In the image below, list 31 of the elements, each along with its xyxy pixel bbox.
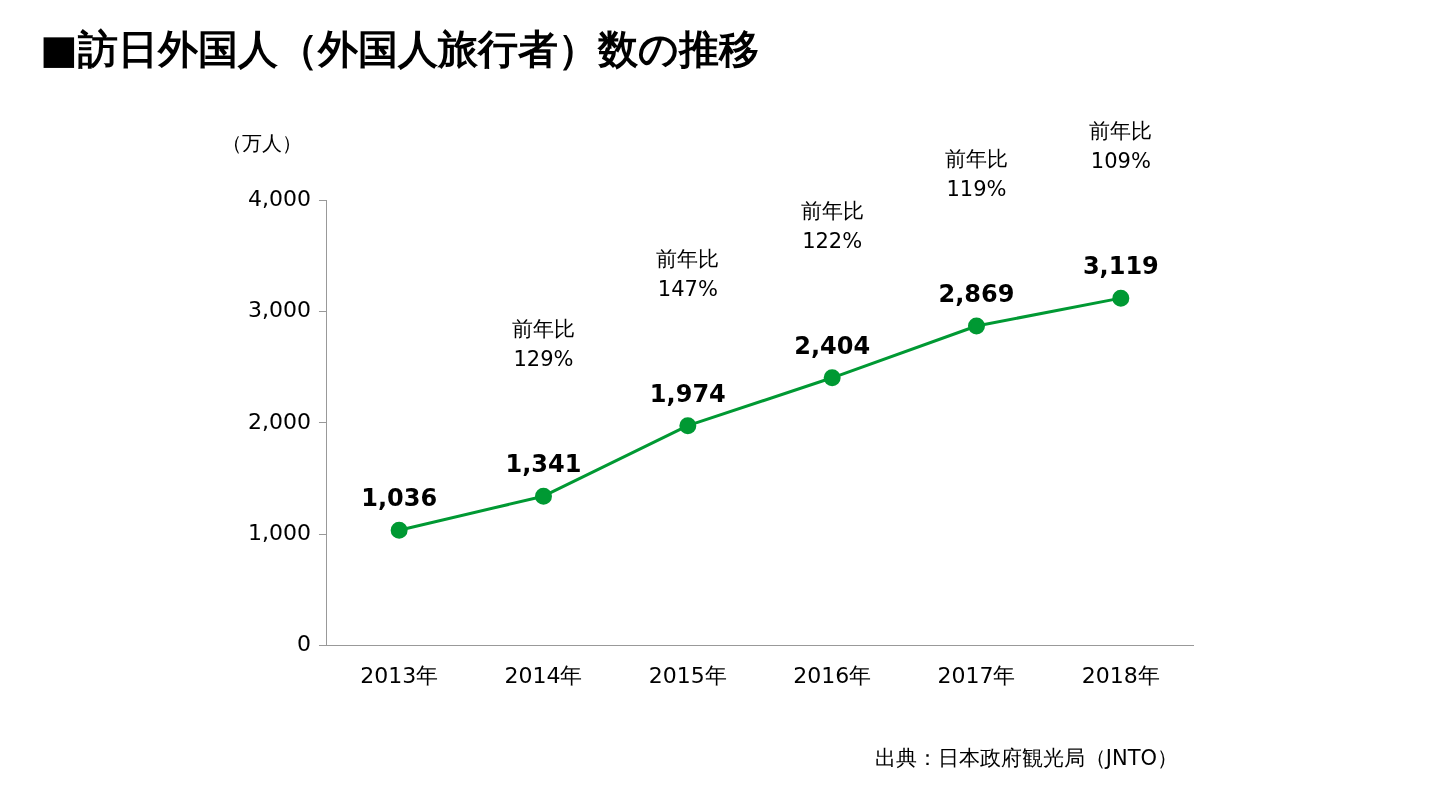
y-tick-label: 3,000: [248, 297, 311, 323]
annotation: 前年比 147%: [656, 246, 720, 301]
point: [1112, 289, 1130, 307]
text: 3,119: [1082, 252, 1159, 281]
annotation: 前年比 119%: [945, 146, 1008, 201]
x-tick-label: 2018年: [1081, 662, 1160, 688]
text: 1,341: [505, 450, 582, 479]
x-tick-label: 2015年: [648, 662, 727, 688]
x-tick-label: 2016年: [793, 662, 872, 688]
y-tick-label: 1,000: [248, 519, 311, 545]
text: 2,404: [794, 332, 871, 361]
text: 前年比 109%: [1089, 119, 1153, 174]
y-tick-label: 2,000: [248, 408, 311, 434]
annotation: 前年比 129%: [511, 317, 575, 372]
point: [968, 317, 985, 335]
text: 2,869: [938, 280, 1015, 309]
y-tick-label: 0: [296, 631, 311, 657]
point: [823, 369, 841, 387]
chart-title: ■訪日外国人（外国人旅行者）数の推移: [40, 25, 759, 74]
point: [534, 487, 552, 505]
x-tick-label: 2017年: [937, 662, 1016, 688]
point: [679, 417, 697, 435]
text: 1,974: [649, 379, 726, 408]
y-axis-title: （万人）: [221, 131, 302, 156]
source-note: 出典：日本政府観光局（JNTO）: [874, 745, 1178, 770]
x-tick-label: 2014年: [504, 662, 583, 688]
x-tick-label: 2013年: [360, 662, 439, 688]
text: 1,036: [361, 484, 438, 513]
annotation: 前年比 122%: [800, 198, 864, 253]
y-tick-label: 4,000: [248, 185, 311, 211]
point: [390, 521, 408, 539]
